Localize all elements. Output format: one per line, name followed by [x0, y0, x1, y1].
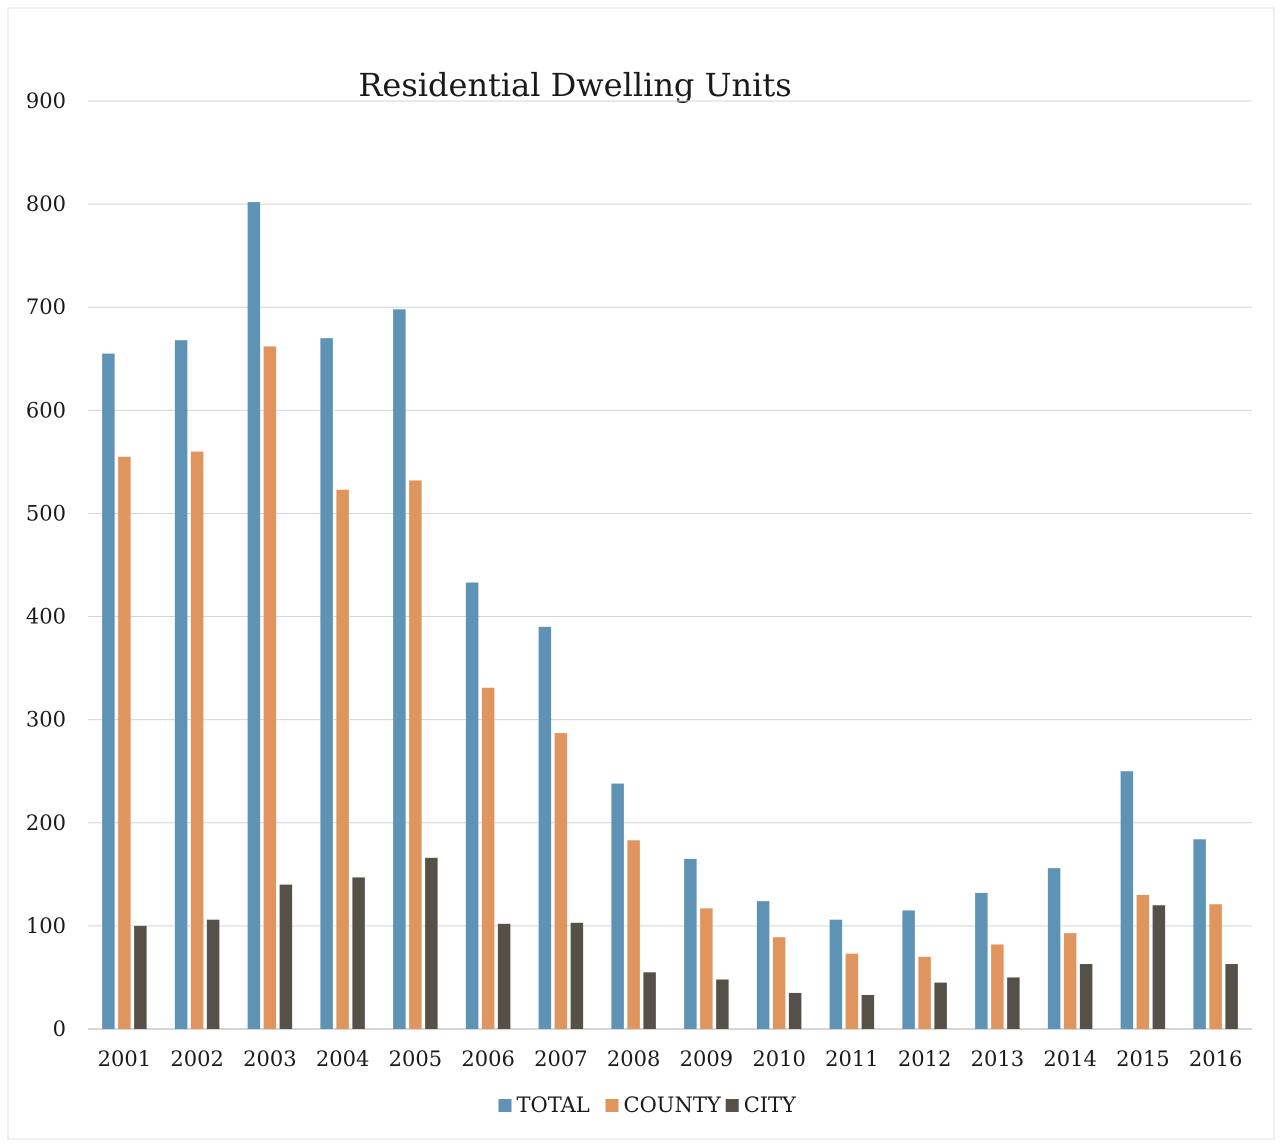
y-tick-label: 0 [53, 1017, 66, 1041]
bar-total-2014 [1047, 868, 1061, 1029]
bar-county-2008 [627, 840, 640, 1029]
y-tick-label: 800 [26, 192, 66, 216]
bar-county-2011 [845, 953, 859, 1029]
legend-label-county: COUNTY [624, 1093, 722, 1117]
bar-total-2016 [1193, 839, 1206, 1029]
bar-county-2010 [772, 937, 786, 1029]
x-tick-label: 2002 [170, 1047, 223, 1071]
bar-total-2005 [393, 309, 406, 1030]
x-tick-label: 2014 [1043, 1047, 1096, 1071]
bar-county-2001 [118, 456, 131, 1029]
bar-city-2003 [279, 884, 293, 1029]
legend-swatch-county [605, 1099, 619, 1112]
x-tick-label: 2009 [680, 1047, 733, 1071]
x-tick-label: 2003 [243, 1047, 296, 1071]
bar-county-2012 [918, 956, 931, 1029]
bar-total-2010 [756, 901, 770, 1029]
x-tick-label: 2016 [1189, 1047, 1242, 1071]
x-tick-label: 2010 [752, 1047, 805, 1071]
bar-county-2016 [1209, 904, 1222, 1029]
bar-total-2013 [975, 892, 988, 1029]
bar-county-2002 [190, 451, 204, 1030]
bar-city-2010 [788, 992, 802, 1029]
legend-label-total: TOTAL [517, 1093, 590, 1117]
bars [102, 202, 1238, 1030]
y-tick-label: 300 [26, 708, 66, 732]
bar-city-2012 [934, 982, 947, 1029]
bar-county-2006 [481, 687, 495, 1029]
y-tick-label: 700 [26, 295, 66, 319]
x-tick-label: 2013 [971, 1047, 1024, 1071]
bar-total-2004 [320, 338, 333, 1030]
bar-total-2011 [829, 919, 843, 1029]
bar-county-2007 [554, 733, 568, 1029]
x-tick-label: 2015 [1116, 1047, 1169, 1071]
bar-city-2007 [570, 922, 584, 1029]
y-tick-label: 400 [26, 605, 66, 629]
x-tick-label: 2011 [825, 1047, 878, 1071]
bar-total-2001 [102, 353, 115, 1030]
chart-title: Residential Dwelling Units [358, 66, 791, 104]
chart-border [7, 7, 1275, 1140]
legend-swatch-city [725, 1099, 739, 1112]
x-tick-label: 2001 [98, 1047, 151, 1071]
bar-total-2002 [174, 340, 188, 1029]
legend-swatch-total [498, 1099, 512, 1112]
x-tick-label: 2006 [461, 1047, 514, 1071]
bar-city-2009 [716, 979, 729, 1029]
legend: TOTAL COUNTY CITY [498, 1093, 797, 1117]
bar-total-2007 [538, 626, 552, 1029]
bar-total-2008 [611, 783, 624, 1029]
y-tick-label: 200 [26, 811, 66, 835]
x-tick-label: 2008 [607, 1047, 660, 1071]
bar-county-2005 [409, 480, 422, 1030]
bar-city-2011 [861, 994, 875, 1029]
gridlines [88, 100, 1252, 1030]
bar-county-2009 [700, 908, 713, 1029]
bar-city-2001 [134, 925, 147, 1029]
x-tick-label: 2012 [898, 1047, 951, 1071]
bar-city-2016 [1225, 964, 1238, 1029]
bar-county-2014 [1063, 933, 1077, 1029]
x-tick-label: 2005 [389, 1047, 442, 1071]
y-tick-label: 100 [26, 914, 66, 938]
bar-city-2005 [425, 857, 438, 1029]
x-tick-label: 2004 [316, 1047, 369, 1071]
x-axis-ticks: 2001 2002 2003 2004 2005 2006 2007 2008 2009 2010… [98, 1047, 1243, 1071]
bar-county-2013 [991, 944, 1004, 1029]
y-tick-label: 500 [26, 501, 66, 525]
bar-city-2004 [352, 877, 365, 1029]
bar-total-2015 [1120, 771, 1134, 1029]
bar-total-2012 [902, 910, 915, 1029]
bar-city-2002 [206, 919, 220, 1029]
y-tick-label: 600 [26, 398, 66, 422]
bar-city-2006 [497, 923, 511, 1029]
bar-total-2003 [247, 202, 261, 1029]
bar-total-2009 [684, 858, 697, 1029]
bar-county-2015 [1136, 894, 1150, 1029]
legend-label-city: CITY [744, 1093, 797, 1117]
y-axis-ticks: 0 100 200 300 400 500 600 700 800 900 [26, 89, 66, 1041]
bar-city-2015 [1152, 905, 1166, 1029]
bar-county-2003 [263, 346, 277, 1030]
bar-city-2008 [643, 972, 656, 1029]
bar-city-2014 [1079, 964, 1093, 1029]
y-tick-label: 900 [26, 89, 66, 113]
bar-total-2006 [465, 582, 479, 1029]
bar-city-2013 [1007, 977, 1020, 1029]
x-tick-label: 2007 [534, 1047, 587, 1071]
bar-county-2004 [336, 489, 349, 1029]
